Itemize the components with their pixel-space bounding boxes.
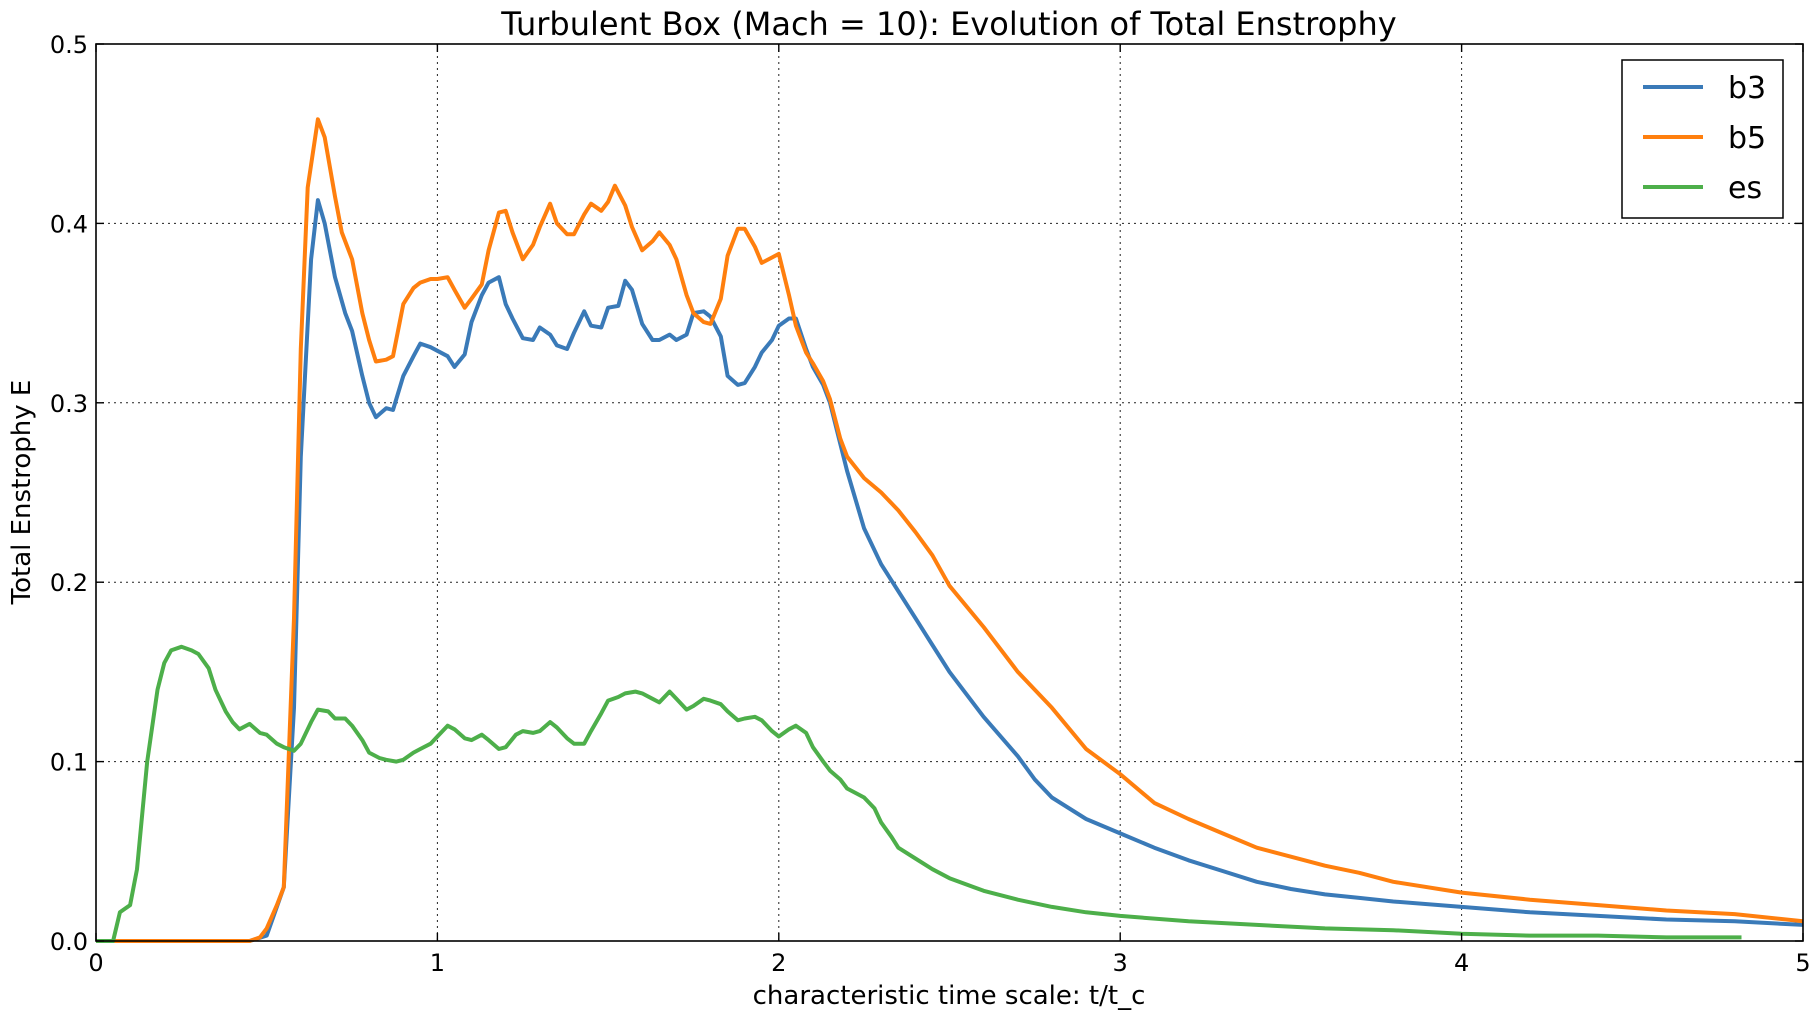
y-axis-label: Total Enstrophy E: [7, 380, 37, 606]
series-line-es: [96, 644, 1742, 943]
chart-title: Turbulent Box (Mach = 10): Evolution of …: [500, 5, 1396, 43]
y-tick-label: 0.4: [50, 210, 88, 238]
legend-label-b3: b3: [1728, 71, 1766, 106]
x-tick-label: 0: [88, 949, 103, 977]
legend-label-es: es: [1728, 171, 1762, 206]
legend: b3 b5 es: [1621, 59, 1784, 219]
y-tick-label: 0.2: [50, 569, 88, 597]
plot-frame: [95, 43, 1804, 942]
x-axis-label: characteristic time scale: t/t_c: [753, 981, 1146, 1011]
series-line-b5: [96, 117, 1804, 943]
series-lines: [96, 117, 1804, 943]
x-tick-label: 1: [430, 949, 445, 977]
x-tick-label: 5: [1795, 949, 1810, 977]
legend-label-b5: b5: [1728, 121, 1766, 156]
x-tick-label: 2: [771, 949, 786, 977]
y-tick-label: 0.0: [50, 928, 88, 956]
grid: [96, 44, 1803, 941]
axis-ticks: 0 1 2 3 4 5 0.0 0.1 0.2 0.3 0.4 0.5: [50, 31, 1811, 977]
y-tick-label: 0.3: [50, 390, 88, 418]
y-tick-label: 0.1: [50, 749, 88, 777]
series-line-b3: [96, 198, 1804, 943]
x-tick-label: 4: [1454, 949, 1469, 977]
x-tick-label: 3: [1113, 949, 1128, 977]
y-tick-label: 0.5: [50, 31, 88, 59]
